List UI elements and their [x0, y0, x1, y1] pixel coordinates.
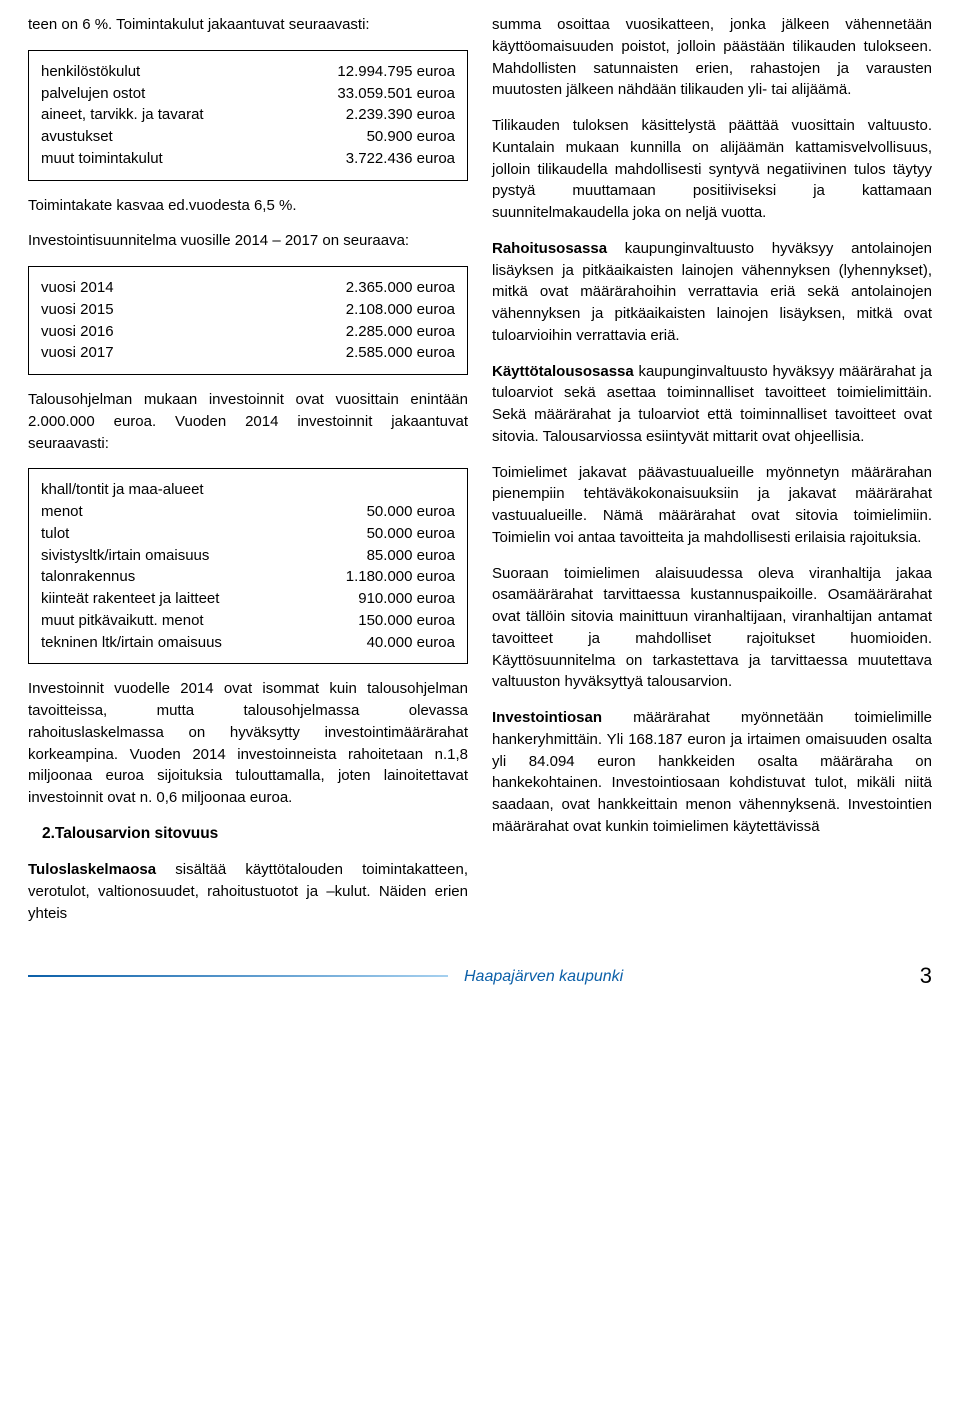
box-row-label: palvelujen ostot	[41, 83, 329, 105]
two-column-layout: teen on 6 %. Toimintakulut jakaantuvat s…	[28, 14, 932, 938]
paragraph-toimielimet: Toimielimet jakavat päävastuualueille my…	[492, 462, 932, 549]
box-row: avustukset50.900 euroa	[41, 126, 455, 148]
box-row-label: vuosi 2015	[41, 299, 338, 321]
box-row: tulot50.000 euroa	[41, 523, 455, 545]
box-row-label: muut pitkävaikutt. menot	[41, 610, 350, 632]
box-row-label: aineet, tarvikk. ja tavarat	[41, 104, 338, 126]
bold-investointiosan: Investointiosan	[492, 709, 602, 726]
box-row-value: 40.000 euroa	[359, 632, 455, 654]
paragraph-intro: teen on 6 %. Toimintakulut jakaantuvat s…	[28, 14, 468, 36]
box-row: vuosi 20142.365.000 euroa	[41, 277, 455, 299]
paragraph-talousohjelma: Talousohjelman mukaan investoinnit ovat …	[28, 389, 468, 454]
box-row-label: talonrakennus	[41, 566, 338, 588]
box-row: tekninen ltk/irtain omaisuus40.000 euroa	[41, 632, 455, 654]
box-vuodet: vuosi 20142.365.000 euroavuosi 20152.108…	[28, 266, 468, 375]
box-row: palvelujen ostot33.059.501 euroa	[41, 83, 455, 105]
box-row-label: menot	[41, 501, 359, 523]
box-row: vuosi 20162.285.000 euroa	[41, 321, 455, 343]
paragraph-kayttotalousosassa: Käyttötalousosassa kaupunginvaltuusto hy…	[492, 361, 932, 448]
box-row-value: 2.239.390 euroa	[338, 104, 455, 126]
box-toimintakulut: henkilöstökulut12.994.795 euroapalveluje…	[28, 50, 468, 181]
box-row: aineet, tarvikk. ja tavarat2.239.390 eur…	[41, 104, 455, 126]
footer-org-name: Haapajärven kaupunki	[464, 965, 623, 988]
box-row-value: 85.000 euroa	[359, 545, 455, 567]
box-row: talonrakennus1.180.000 euroa	[41, 566, 455, 588]
box-row: henkilöstökulut12.994.795 euroa	[41, 61, 455, 83]
box-row-value: 50.900 euroa	[359, 126, 455, 148]
box-row-label: muut toimintakulut	[41, 148, 338, 170]
box-row-value: 2.585.000 euroa	[338, 342, 455, 364]
footer-left: Haapajärven kaupunki	[28, 965, 623, 988]
bold-rahoitusosassa: Rahoitusosassa	[492, 240, 607, 257]
box-row-value: 910.000 euroa	[350, 588, 455, 610]
paragraph-investointiosan: Investointiosan määrärahat myönnetään to…	[492, 707, 932, 838]
heading-talousarvion-sitovuus: 2.Talousarvion sitovuus	[28, 823, 468, 845]
box-row: sivistysltk/irtain omaisuus85.000 euroa	[41, 545, 455, 567]
text-investointiosan-rest: määrärahat myönnetään toimielimille hank…	[492, 709, 932, 835]
left-column: teen on 6 %. Toimintakulut jakaantuvat s…	[28, 14, 468, 938]
box-row-label: tekninen ltk/irtain omaisuus	[41, 632, 359, 654]
box-row-label: vuosi 2014	[41, 277, 338, 299]
box-row: muut pitkävaikutt. menot150.000 euroa	[41, 610, 455, 632]
box-row: vuosi 20152.108.000 euroa	[41, 299, 455, 321]
box-row: muut toimintakulut3.722.436 euroa	[41, 148, 455, 170]
box-row-value: 50.000 euroa	[359, 501, 455, 523]
box-investoinnit-jako: khall/tontit ja maa-alueetmenot50.000 eu…	[28, 468, 468, 664]
box-row-label: kiinteät rakenteet ja laitteet	[41, 588, 350, 610]
box-row-label: avustukset	[41, 126, 359, 148]
box-row-label: vuosi 2017	[41, 342, 338, 364]
paragraph-investoinnit-2014: Investoinnit vuodelle 2014 ovat isommat …	[28, 678, 468, 809]
paragraph-toimintakate: Toimintakate kasvaa ed.vuodesta 6,5 %.	[28, 195, 468, 217]
box-row-value: 1.180.000 euroa	[338, 566, 455, 588]
box-row: vuosi 20172.585.000 euroa	[41, 342, 455, 364]
box-row-label: tulot	[41, 523, 359, 545]
page-number: 3	[920, 960, 932, 992]
box-row-value: 3.722.436 euroa	[338, 148, 455, 170]
box-row-value: 150.000 euroa	[350, 610, 455, 632]
box-row-label: henkilöstökulut	[41, 61, 329, 83]
page-footer: Haapajärven kaupunki 3	[28, 960, 932, 992]
box-row-value: 2.108.000 euroa	[338, 299, 455, 321]
bold-kayttotalousosassa: Käyttötalousosassa	[492, 363, 634, 380]
box-row-value: 2.365.000 euroa	[338, 277, 455, 299]
paragraph-tuloslaskelmaosa: Tuloslaskelmaosa sisältää käyttötalouden…	[28, 859, 468, 924]
footer-gradient-line	[28, 975, 448, 977]
box-row-value: 12.994.795 euroa	[329, 61, 455, 83]
paragraph-rahoitusosassa: Rahoitusosassa kaupunginvaltuusto hyväks…	[492, 238, 932, 347]
box-header-label: khall/tontit ja maa-alueet	[41, 479, 455, 501]
box-row: menot50.000 euroa	[41, 501, 455, 523]
box-header-row: khall/tontit ja maa-alueet	[41, 479, 455, 501]
bold-tuloslaskelmaosa: Tuloslaskelmaosa	[28, 861, 156, 878]
box-row-label: vuosi 2016	[41, 321, 338, 343]
box-row-value: 2.285.000 euroa	[338, 321, 455, 343]
box-row-value: 33.059.501 euroa	[329, 83, 455, 105]
paragraph-vuosikate: summa osoittaa vuosikatteen, jonka jälke…	[492, 14, 932, 101]
paragraph-viranhaltija: Suoraan toimielimen alaisuudessa oleva v…	[492, 563, 932, 694]
right-column: summa osoittaa vuosikatteen, jonka jälke…	[492, 14, 932, 938]
box-row-value: 50.000 euroa	[359, 523, 455, 545]
paragraph-tilikauden-tulos: Tilikauden tuloksen käsittelystä päättää…	[492, 115, 932, 224]
box-row-label: sivistysltk/irtain omaisuus	[41, 545, 359, 567]
paragraph-investointisuunnitelma: Investointisuunnitelma vuosille 2014 – 2…	[28, 230, 468, 252]
box-row: kiinteät rakenteet ja laitteet910.000 eu…	[41, 588, 455, 610]
